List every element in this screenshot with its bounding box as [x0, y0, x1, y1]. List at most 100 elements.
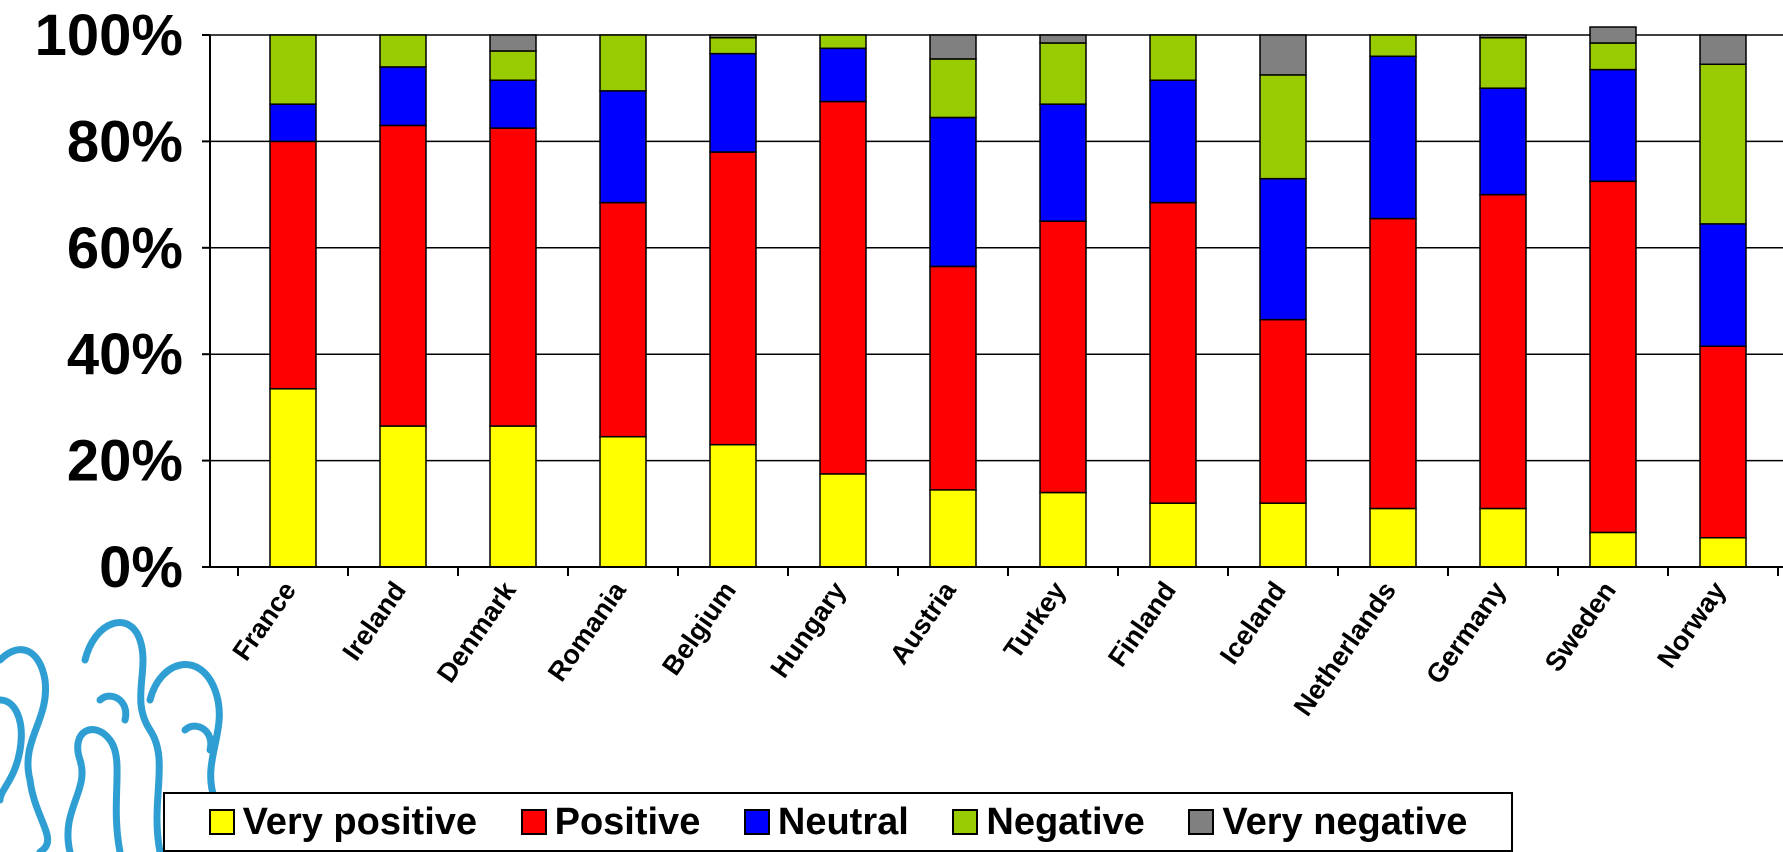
- x-category-label: France: [227, 576, 302, 666]
- legend-label: Neutral: [777, 800, 909, 843]
- bar-segment-neutral: [709, 52, 757, 153]
- bar-segment-neutral: [1699, 223, 1747, 347]
- x-category-labels: France Ireland Denmark Romania Belgium Hungar…: [227, 575, 1732, 721]
- y-tick-label: 40%: [67, 322, 183, 387]
- bar-segment-very-negative: [709, 34, 757, 39]
- legend-swatch: [1188, 809, 1215, 835]
- legend-swatch: [952, 809, 979, 835]
- bar-segment-neutral: [599, 90, 647, 204]
- legend: Very positive Positive Neutral Negative Very…: [163, 792, 1513, 852]
- x-category-label: Sweden: [1539, 576, 1622, 677]
- bar-segment-very-negative: [489, 34, 537, 52]
- bar-segment-neutral: [1149, 79, 1197, 204]
- bar-segment-negative: [599, 34, 647, 92]
- bar-segment-neutral: [379, 66, 427, 127]
- bar-segment-very-negative: [1259, 34, 1307, 76]
- bar-segment-very-negative: [1479, 34, 1527, 39]
- y-tick-label: 20%: [67, 429, 183, 494]
- bar-segment-positive: [599, 201, 647, 438]
- x-category-label: Denmark: [431, 575, 522, 688]
- gridlines: [210, 34, 1783, 462]
- x-category-label: Hungary: [765, 576, 852, 683]
- bar-segment-negative: [1699, 63, 1747, 225]
- legend-label: Negative: [986, 800, 1145, 843]
- bar-segment-very-positive: [1479, 507, 1527, 568]
- legend-swatch: [520, 809, 547, 835]
- bar-segment-neutral: [819, 47, 867, 103]
- legend-item: Negative: [952, 800, 1145, 844]
- bar-segment-neutral: [1589, 68, 1637, 183]
- bar-segment-negative: [929, 58, 977, 119]
- bar-segment-positive: [1589, 180, 1637, 534]
- x-category-label: Iceland: [1214, 576, 1292, 669]
- x-category-label: Finland: [1102, 576, 1182, 672]
- bar-segment-positive: [1259, 318, 1307, 504]
- bar-segment-positive: [1369, 217, 1417, 510]
- legend-label: Very negative: [1222, 800, 1468, 843]
- bar-segment-negative: [1589, 42, 1637, 71]
- y-tick-label: 0%: [99, 535, 183, 600]
- bar-segment-very-positive: [929, 489, 977, 568]
- x-category-label: Austria: [884, 575, 962, 669]
- bar-segment-positive: [929, 265, 977, 491]
- bar-segment-neutral: [489, 79, 537, 129]
- legend-item: Very negative: [1188, 801, 1467, 844]
- bar-segment-positive: [489, 127, 537, 427]
- bar-segment-negative: [819, 34, 867, 50]
- bar-segment-very-negative: [1699, 34, 1747, 66]
- bar-segment-very-negative: [929, 34, 977, 60]
- legend-label: Positive: [554, 800, 701, 843]
- bar-segment-neutral: [929, 116, 977, 268]
- bar-segment-positive: [379, 124, 427, 427]
- y-tick-labels: 0% 20% 40% 60% 80% 100%: [35, 3, 183, 600]
- bar-segment-positive: [1039, 220, 1087, 494]
- bar-segment-very-positive: [1149, 502, 1197, 568]
- legend-item: Positive: [520, 800, 701, 844]
- bar-segment-positive: [819, 100, 867, 475]
- bar-segment-negative: [1479, 36, 1527, 89]
- legend-label: Very positive: [242, 800, 478, 843]
- bar-segment-negative: [1039, 42, 1087, 105]
- bar-segment-neutral: [1259, 177, 1307, 321]
- bar-segment-positive: [269, 140, 317, 390]
- bar-segment-negative: [379, 34, 427, 68]
- x-category-label: Ireland: [337, 576, 412, 666]
- bar-segment-very-positive: [1589, 531, 1637, 568]
- x-category-label: Belgium: [656, 576, 742, 680]
- bar-segment-positive: [1149, 201, 1197, 504]
- bar-segment-negative: [1149, 34, 1197, 81]
- bar-segment-positive: [1479, 193, 1527, 510]
- legend-item: Very positive: [208, 800, 478, 844]
- bar-segment-neutral: [1039, 103, 1087, 222]
- bar-segment-neutral: [1479, 87, 1527, 196]
- legend-swatch: [208, 809, 235, 835]
- bar-segment-very-positive: [1699, 536, 1747, 568]
- bar-segment-negative: [1369, 34, 1417, 58]
- legend-item: Neutral: [743, 800, 909, 844]
- bar-series: [269, 26, 1747, 568]
- axes: [202, 34, 1783, 576]
- bar-segment-positive: [709, 151, 757, 446]
- bar-segment-very-positive: [379, 425, 427, 568]
- bar-segment-negative: [269, 34, 317, 105]
- bar-segment-negative: [1259, 74, 1307, 180]
- x-category-label: Turkey: [998, 576, 1072, 664]
- y-tick-label: 60%: [67, 216, 183, 281]
- bar-segment-very-positive: [819, 473, 867, 568]
- bar-segment-negative: [709, 36, 757, 55]
- bar-segment-very-positive: [709, 443, 757, 568]
- bar-segment-very-positive: [599, 435, 647, 568]
- bar-segment-neutral: [269, 103, 317, 143]
- bar-segment-very-positive: [1259, 502, 1307, 568]
- x-category-label: Romania: [542, 575, 633, 686]
- y-tick-label: 100%: [35, 3, 183, 68]
- bar-segment-very-positive: [1369, 507, 1417, 568]
- bar-segment-negative: [489, 50, 537, 81]
- x-category-label: Netherlands: [1288, 576, 1402, 721]
- bar-segment-positive: [1699, 345, 1747, 539]
- x-category-label: Germany: [1420, 576, 1512, 689]
- bar-segment-very-positive: [1039, 491, 1087, 568]
- bar-segment-very-negative: [1589, 26, 1637, 44]
- y-tick-label: 80%: [67, 109, 183, 174]
